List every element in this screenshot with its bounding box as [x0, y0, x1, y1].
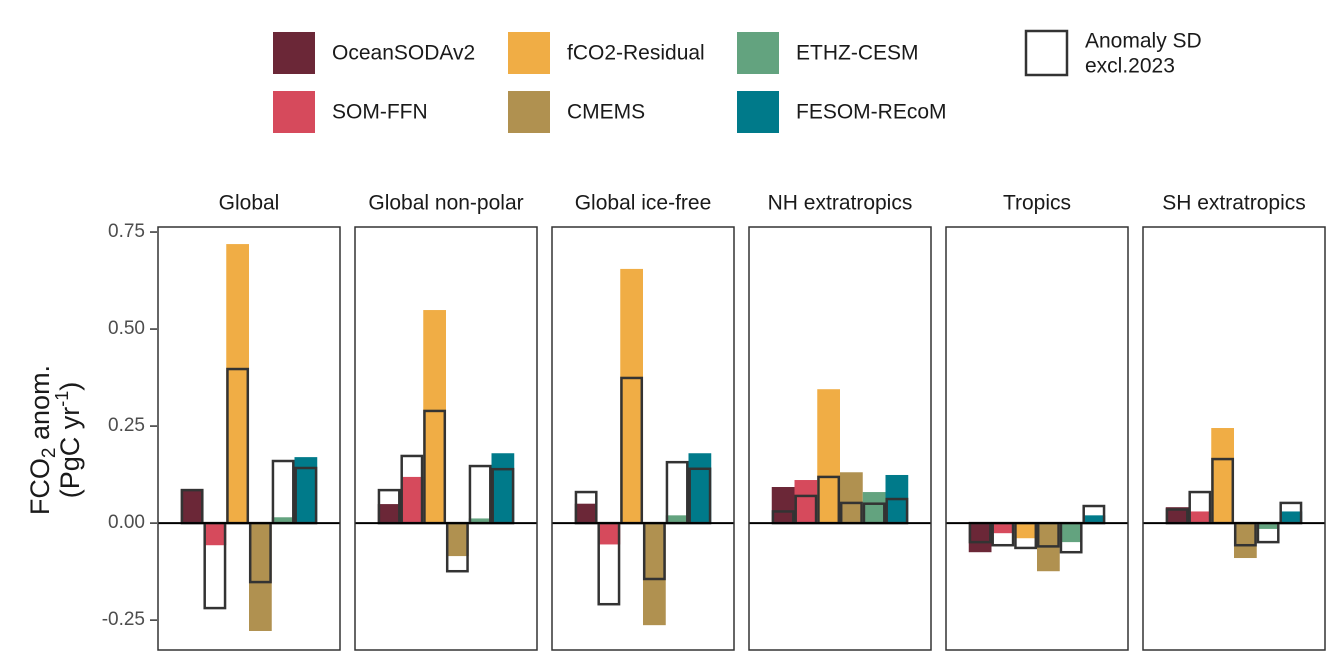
bar: [771, 487, 795, 524]
legend-swatch: [508, 91, 550, 133]
bar: [862, 492, 886, 524]
legend-swatch: [737, 32, 779, 74]
legend-label: excl.2023: [1085, 55, 1175, 78]
panel-title: SH extratropics: [1162, 192, 1306, 215]
bar: [597, 523, 621, 545]
bar: [665, 515, 689, 524]
legend-label: ETHZ-CESM: [796, 42, 919, 65]
bar: [180, 488, 204, 524]
bar: [491, 453, 515, 524]
y-tick-label: 0.25: [108, 415, 145, 436]
bar: [817, 389, 840, 524]
y-tick-label: 0.75: [108, 221, 145, 242]
bar: [991, 523, 1015, 534]
sd-box: [468, 464, 492, 525]
bar: [423, 310, 446, 524]
y-label-sub: 2: [39, 447, 60, 458]
y-label-part: anom.: [25, 365, 55, 448]
bar: [294, 457, 318, 524]
legend-swatch: [737, 91, 779, 133]
legend-swatch: [273, 32, 315, 74]
panel-border: [551, 226, 735, 651]
bar: [1234, 523, 1257, 559]
y-label-part: FCO: [25, 458, 55, 515]
bar: [794, 480, 818, 524]
legend-swatch: [1024, 29, 1069, 77]
panel-title: NH extratropics: [768, 192, 913, 215]
bar: [1188, 511, 1212, 524]
bar: [840, 472, 863, 524]
y-axis-label: (PgC yr-1): [52, 382, 85, 499]
panel-title: Global: [219, 192, 280, 215]
bar: [620, 268, 643, 524]
bar: [468, 518, 492, 524]
legend-label: OceanSODAv2: [332, 42, 475, 65]
bar: [203, 523, 227, 546]
legend-label: Anomaly SD: [1085, 30, 1202, 53]
bar: [1211, 428, 1234, 524]
bar: [377, 504, 401, 524]
panel-title: Tropics: [1003, 192, 1071, 215]
panel-border: [354, 226, 538, 651]
y-label-part: (PgC yr: [55, 407, 85, 499]
bar: [1082, 515, 1106, 524]
panel-border: [1142, 226, 1326, 651]
y-axis-label: FCO2 anom.: [25, 365, 60, 515]
panel-border: [945, 226, 1129, 651]
bar: [249, 523, 272, 631]
legend-label: FESOM-REcoM: [796, 101, 947, 124]
legend-label: fCO2-Residual: [567, 42, 705, 65]
legend-label: CMEMS: [567, 101, 645, 124]
bar: [1014, 523, 1037, 539]
panel-border: [157, 226, 341, 651]
legend-label: SOM-FFN: [332, 101, 428, 124]
bar: [1165, 507, 1189, 524]
bar: [574, 503, 598, 524]
bar: [226, 244, 249, 524]
y-tick-label: -0.25: [102, 609, 145, 630]
bar: [688, 453, 712, 524]
bar: [446, 523, 469, 557]
y-label-sup: -1: [52, 391, 72, 407]
panel-border: [748, 226, 932, 651]
legend-swatch: [508, 32, 550, 74]
y-tick-label: 0.50: [108, 318, 145, 339]
sd-box: [271, 459, 295, 525]
bar: [271, 517, 295, 524]
bar: [1279, 511, 1303, 524]
sd-box: [665, 460, 689, 525]
panel-title: Global ice-free: [575, 192, 712, 215]
bar: [1059, 523, 1083, 543]
legend-swatch: [273, 91, 315, 133]
bar: [400, 476, 424, 524]
y-label-part: ): [55, 382, 85, 391]
bar: [643, 523, 666, 626]
bar: [968, 523, 992, 553]
panel-title: Global non-polar: [368, 192, 523, 215]
bar: [1256, 523, 1280, 529]
y-tick-label: 0.00: [108, 512, 145, 533]
